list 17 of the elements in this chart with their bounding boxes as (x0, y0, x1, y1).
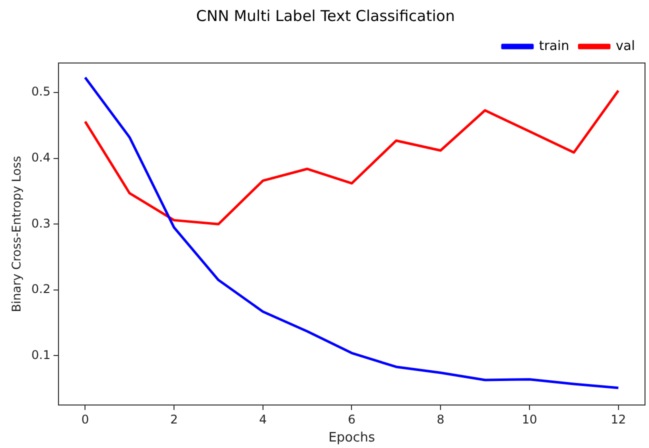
y-tick-label: 0.4 (31, 150, 50, 164)
y-axis-title: Binary Cross-Entropy Loss (9, 156, 24, 312)
chart-title: CNN Multi Label Text Classification (196, 6, 455, 25)
legend-label: val (616, 38, 636, 54)
legend-label: train (538, 38, 570, 54)
x-tick-label: 2 (170, 412, 178, 426)
x-tick-label: 12 (610, 412, 626, 426)
x-axis-title: Epochs (328, 430, 376, 446)
x-tick-label: 10 (522, 412, 538, 426)
y-tick-label: 0.1 (31, 348, 50, 362)
x-tick-label: 6 (348, 412, 356, 426)
x-tick-label: 0 (81, 412, 89, 426)
y-tick-label: 0.3 (31, 216, 50, 230)
x-tick-label: 4 (259, 412, 267, 426)
y-tick-label: 0.5 (31, 84, 50, 99)
x-tick-label: 8 (436, 412, 444, 426)
y-tick-label: 0.2 (31, 282, 50, 296)
